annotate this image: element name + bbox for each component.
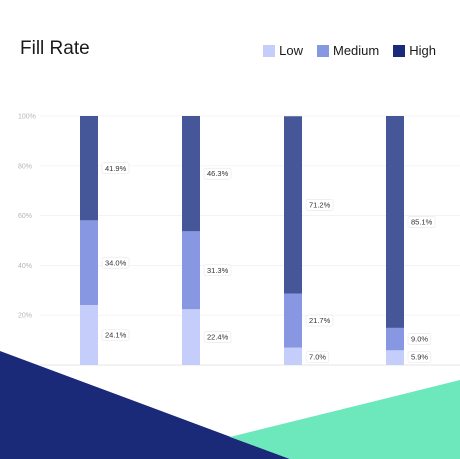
data-label-high: 41.9% bbox=[101, 162, 130, 174]
chart-title: Fill Rate bbox=[20, 38, 90, 59]
data-label-bg bbox=[407, 216, 436, 228]
data-label-bg bbox=[101, 256, 130, 269]
data-label-bg bbox=[203, 331, 232, 343]
legend-label-high: High bbox=[409, 43, 436, 58]
bar-segment-low[interactable] bbox=[386, 350, 404, 365]
legend-swatch-high bbox=[393, 44, 406, 57]
legend-label-medium: Medium bbox=[333, 43, 380, 58]
data-label-low: 22.4% bbox=[203, 331, 232, 343]
bar-segment-medium[interactable] bbox=[284, 293, 302, 348]
data-label-text: 5.9% bbox=[411, 353, 428, 362]
data-label-text: 85.1% bbox=[411, 218, 433, 227]
data-label-low: 5.9% bbox=[407, 351, 432, 363]
bar-segment-high[interactable] bbox=[80, 116, 98, 221]
data-label-bg bbox=[305, 314, 334, 327]
bar-segment-high[interactable] bbox=[182, 116, 200, 232]
bar-segment-high[interactable] bbox=[386, 116, 404, 328]
data-label-bg bbox=[101, 329, 130, 341]
data-label-text: 34.0% bbox=[105, 258, 127, 267]
legend-swatch-medium bbox=[317, 44, 329, 57]
legend-swatch-low bbox=[263, 44, 276, 57]
bar-segment-high[interactable] bbox=[284, 116, 302, 294]
data-label-text: 46.3% bbox=[207, 169, 229, 178]
labels-layer: 24.1% 34.0% 41.9% 22.4% 31.3% 46.3% 7.0% 21.7% 7… bbox=[101, 162, 436, 363]
bar-segment-medium[interactable] bbox=[80, 220, 98, 305]
data-label-bg bbox=[407, 351, 432, 363]
legend-item-medium[interactable]: Medium bbox=[317, 43, 379, 58]
data-label-medium: 21.7% bbox=[305, 314, 334, 327]
data-label-low: 24.1% bbox=[101, 329, 130, 341]
decor-navy-shape bbox=[0, 351, 290, 459]
y-tick-label: 40% bbox=[18, 263, 32, 270]
data-label-text: 41.9% bbox=[105, 164, 127, 173]
data-label-bg bbox=[203, 264, 232, 277]
data-label-medium: 9.0% bbox=[407, 333, 432, 345]
data-label-text: 31.3% bbox=[207, 266, 229, 275]
y-tick-label: 80% bbox=[18, 163, 32, 170]
data-label-bg bbox=[407, 333, 432, 345]
bars-layer bbox=[80, 116, 404, 365]
data-label-high: 71.2% bbox=[305, 199, 334, 211]
data-label-high: 46.3% bbox=[203, 167, 232, 180]
bar-segment-low[interactable] bbox=[284, 347, 302, 365]
data-label-medium: 34.0% bbox=[101, 256, 130, 269]
data-label-text: 9.0% bbox=[411, 335, 428, 344]
bar-segment-medium[interactable] bbox=[386, 327, 404, 351]
bar-segment-medium[interactable] bbox=[182, 231, 200, 310]
bar-segment-low[interactable] bbox=[182, 309, 200, 365]
y-tick-label: 60% bbox=[18, 213, 32, 220]
data-label-bg bbox=[101, 162, 130, 174]
data-label-text: 21.7% bbox=[309, 316, 331, 325]
data-label-medium: 31.3% bbox=[203, 264, 232, 277]
data-label-high: 85.1% bbox=[407, 216, 436, 228]
data-label-bg bbox=[305, 351, 330, 363]
decor-mint-shape bbox=[230, 380, 460, 459]
legend-item-high[interactable]: High bbox=[393, 43, 436, 58]
data-label-text: 7.0% bbox=[309, 353, 326, 362]
data-label-bg bbox=[203, 167, 232, 180]
data-label-text: 24.1% bbox=[105, 331, 127, 340]
y-tick-label: 20% bbox=[18, 313, 32, 320]
data-label-text: 71.2% bbox=[309, 200, 331, 209]
data-label-text: 22.4% bbox=[207, 333, 229, 342]
data-label-low: 7.0% bbox=[305, 351, 330, 363]
data-label-bg bbox=[305, 199, 334, 211]
bar-segment-low[interactable] bbox=[80, 304, 98, 365]
y-tick-label: 100% bbox=[18, 114, 36, 121]
legend-item-low[interactable]: Low bbox=[263, 43, 303, 58]
legend-label-low: Low bbox=[279, 43, 303, 58]
legend: Low Medium High bbox=[263, 43, 436, 58]
